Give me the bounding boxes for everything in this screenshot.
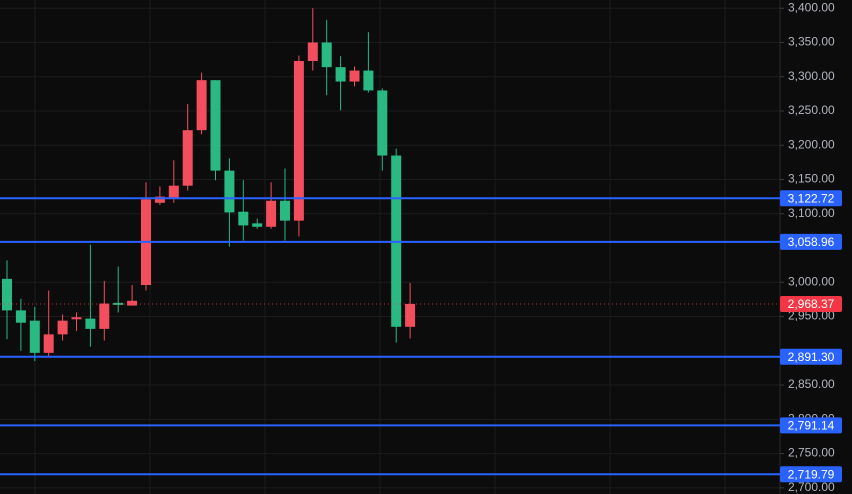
level-label-box xyxy=(780,233,842,250)
level-label-box xyxy=(780,417,842,434)
y-tick-label: 2,750.00 xyxy=(788,446,835,460)
candle-body xyxy=(210,80,221,171)
candle-body xyxy=(293,60,304,221)
candle-body xyxy=(349,70,360,82)
candle-body xyxy=(43,334,54,353)
y-tick-label: 3,000.00 xyxy=(788,274,835,288)
level-label-box xyxy=(780,466,842,483)
candle-body xyxy=(71,317,82,320)
level-label-box xyxy=(780,190,842,207)
candle-body xyxy=(377,90,388,156)
y-tick-label: 2,700.00 xyxy=(788,480,835,494)
level-label: 2,891.30 xyxy=(788,350,835,364)
candle-body xyxy=(266,200,277,227)
candle-body xyxy=(196,80,207,131)
y-tick-label: 3,100.00 xyxy=(788,206,835,220)
candle-body xyxy=(99,303,110,329)
y-tick-label: 3,150.00 xyxy=(788,172,835,186)
y-tick-label: 3,250.00 xyxy=(788,103,835,117)
y-tick-label: 2,850.00 xyxy=(788,377,835,391)
candle-body xyxy=(182,130,193,186)
y-tick-label: 2,950.00 xyxy=(788,309,835,323)
y-tick-label: 3,300.00 xyxy=(788,69,835,83)
candle-body xyxy=(405,303,416,327)
candle-body xyxy=(2,278,12,311)
candle-body xyxy=(154,196,165,203)
last-price-label-box xyxy=(780,295,842,312)
candle-body xyxy=(15,310,26,323)
candle-body xyxy=(29,320,40,353)
level-label-box xyxy=(780,348,842,365)
candle-body xyxy=(238,211,249,226)
candle-body xyxy=(57,320,68,335)
candle-body xyxy=(85,318,96,329)
candle-body xyxy=(321,42,332,68)
candle-body xyxy=(280,200,290,221)
level-label: 2,791.14 xyxy=(788,419,835,433)
candle-body xyxy=(113,302,124,305)
candle-body xyxy=(252,223,263,227)
vertical-grid xyxy=(34,0,726,494)
candle-body xyxy=(335,67,346,82)
y-tick-label: 3,200.00 xyxy=(788,137,835,151)
candle-body xyxy=(127,300,138,306)
candle-body xyxy=(363,70,374,91)
level-label: 3,058.96 xyxy=(788,235,835,249)
y-tick-label: 3,400.00 xyxy=(788,0,835,14)
candle-body xyxy=(224,170,235,213)
last-price-label: 2,968.37 xyxy=(788,297,835,311)
y-tick-label: 3,350.00 xyxy=(788,35,835,49)
level-label: 3,122.72 xyxy=(788,191,835,205)
candle-body xyxy=(168,185,179,199)
level-label: 2,719.79 xyxy=(788,467,835,481)
candle-body xyxy=(307,42,318,61)
